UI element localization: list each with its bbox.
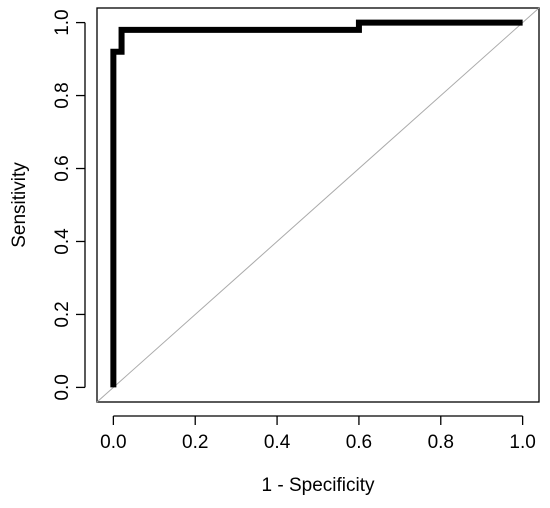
x-axis: 0.0 0.2 0.4 0.6 0.8 1.0 xyxy=(100,415,536,453)
y-tick-label: 0.0 xyxy=(52,374,73,400)
reference-diagonal-layer xyxy=(96,7,540,403)
x-tick-label: 0.0 xyxy=(100,432,126,453)
y-tick-label: 0.4 xyxy=(52,228,73,255)
reference-diagonal-line xyxy=(96,7,540,403)
y-tick-label: 0.2 xyxy=(52,301,73,327)
x-tick-label: 0.6 xyxy=(346,432,372,453)
x-tick-label: 0.4 xyxy=(264,432,291,453)
y-tick-label: 0.6 xyxy=(52,155,73,181)
x-axis-title: 1 - Specificity xyxy=(262,475,375,496)
y-axis-title: Sensitivity xyxy=(9,162,30,248)
roc-curve-0 xyxy=(110,19,523,388)
x-tick-label: 1.0 xyxy=(509,432,535,453)
x-tick-label: 0.8 xyxy=(428,432,454,453)
y-tick-label: 1.0 xyxy=(52,9,73,35)
plot-frame xyxy=(96,7,540,403)
y-axis: 0.0 0.2 0.4 0.6 0.8 1.0 xyxy=(52,9,86,401)
y-tick-label: 0.8 xyxy=(52,82,73,108)
x-tick-label: 0.2 xyxy=(182,432,208,453)
roc-curve-layer xyxy=(110,19,523,388)
